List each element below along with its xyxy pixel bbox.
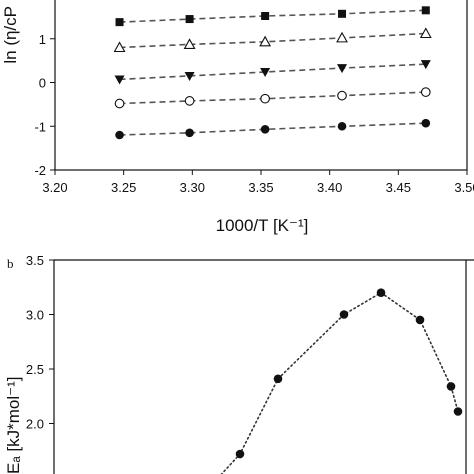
panel-a-point-filled-square (421, 6, 430, 15)
panel-a-y-axis-label: ln (η/cP (1, 6, 20, 64)
panel-b-label: b (7, 256, 14, 271)
panel-b-point (235, 449, 245, 459)
panel-a-y-tick-label: 1 (39, 32, 46, 47)
panel-b-y-axis-label: Eₐ [kJ*mol⁻¹] (4, 377, 23, 474)
panel-a-point-filled-circle (115, 130, 124, 140)
panel-a-point-filled-circle (185, 128, 194, 138)
panel-a-point-filled-circle (260, 125, 270, 134)
panel-b-point (453, 407, 463, 416)
panel-a-x-tick-label: 3.45 (386, 180, 411, 195)
panel-a-chart: ln (η/cP 1000/T [K⁻¹] 3.20 3.25 3.30 3.35 3.… (1, 0, 474, 235)
panel-b-y-tick-label: 3.0 (26, 308, 44, 323)
panel-a-point-filled-square (261, 12, 270, 20)
panel-a-point-open-triangle (336, 31, 348, 43)
panel-b-point (339, 310, 349, 319)
panel-a-point-filled-down-triangle (114, 75, 125, 85)
panel-a-point-filled-circle (421, 118, 431, 128)
panel-a-series-line (119, 32, 426, 49)
panel-b-point (446, 382, 456, 391)
panel-a-y-tick-label: -2 (34, 163, 46, 178)
panel-b-point (415, 315, 425, 325)
panel-a-marks: 3.20 3.25 3.30 3.35 3.40 3.45 3.50 -2 -1 0 1 (34, 6, 474, 195)
panel-b-y-tick-label: 2.0 (26, 417, 44, 432)
panel-b-y-tick-label: 2.5 (26, 362, 44, 377)
panel-a-point-filled-down-triangle (260, 68, 271, 77)
panel-a-x-tick-label: 3.35 (248, 180, 273, 195)
panel-a-point-open-circle (114, 98, 125, 109)
panel-a-x-tick-label: 3.30 (180, 180, 205, 195)
panel-a-series-line (119, 91, 426, 105)
panel-b-series-line (220, 291, 459, 474)
panel-b-marks: 2.0 2.5 3.0 3.5 (26, 253, 463, 474)
panel-a-x-tick-label: 3.20 (42, 180, 67, 195)
panel-a-point-open-circle (420, 87, 431, 97)
panel-a-x-axis-label: 1000/T [K⁻¹] (216, 216, 309, 235)
panel-b-chart: b Eₐ [kJ*mol⁻¹] 2.0 2.5 3.0 3.5 (4, 253, 474, 474)
panel-a-point-open-triangle (259, 35, 272, 47)
panel-a-series-line (119, 9, 426, 23)
panel-a-x-tick-label: 3.40 (317, 180, 342, 195)
panel-a-x-tick-label: 3.25 (111, 180, 136, 195)
panel-a-point-filled-square (185, 15, 194, 24)
panel-a-series-line (119, 122, 426, 136)
panel-a-point-open-circle (260, 93, 270, 104)
panel-a-series-line (119, 63, 426, 81)
panel-a-point-filled-down-triangle (337, 64, 348, 74)
panel-a-point-filled-square (115, 18, 124, 27)
panel-a-point-open-triangle (113, 41, 126, 53)
panel-b-point (376, 288, 386, 298)
panel-a-point-open-triangle (419, 27, 432, 39)
panel-a-point-open-circle (337, 90, 347, 101)
panel-a-point-open-triangle (183, 38, 196, 49)
panel-a-point-filled-square (338, 9, 347, 18)
panel-a-point-filled-down-triangle (420, 60, 431, 70)
panel-a-point-filled-circle (337, 121, 347, 131)
panel-b-y-tick-label: 3.5 (26, 253, 44, 268)
panel-a-point-filled-down-triangle (184, 71, 195, 81)
panel-b-point (273, 374, 283, 384)
panel-a-x-tick-label: 3.50 (454, 180, 474, 195)
panel-a-point-open-circle (184, 96, 195, 106)
panel-a-y-tick-label: 0 (39, 76, 46, 91)
panel-a-y-tick-label: -1 (34, 119, 46, 134)
